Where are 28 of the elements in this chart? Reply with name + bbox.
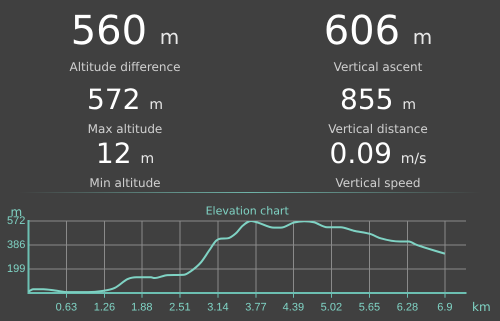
x-tick-label: 1.26 bbox=[94, 301, 116, 314]
text: 12 m bbox=[96, 137, 154, 170]
text: Altitude difference bbox=[68, 60, 182, 75]
line-series bbox=[28, 221, 446, 293]
chart-title: Elevation chart bbox=[206, 204, 290, 218]
x-tick-label: 3.14 bbox=[207, 301, 229, 314]
x-tick-label: 5.02 bbox=[320, 301, 342, 314]
y-tick-label: 386 bbox=[6, 238, 26, 251]
text: Min altitude bbox=[88, 176, 162, 191]
x-axis-title: km bbox=[472, 300, 491, 314]
x-tick-label: 6.28 bbox=[396, 301, 418, 314]
text: Vertical speed bbox=[334, 176, 422, 191]
x-tick-label: 0.63 bbox=[56, 301, 78, 314]
text: Max altitude bbox=[86, 122, 164, 137]
x-tick-label: 5.65 bbox=[358, 301, 380, 314]
text: 572 m bbox=[87, 83, 163, 116]
text: 855 m bbox=[340, 83, 416, 116]
x-tick-label: 3.77 bbox=[245, 301, 267, 314]
text: Vertical ascent bbox=[332, 60, 424, 75]
y-tick-label: 199 bbox=[6, 262, 26, 275]
text: 560 m bbox=[70, 8, 180, 54]
text: 606 m bbox=[324, 8, 432, 54]
text: 0.09 m/s bbox=[330, 137, 426, 170]
text: Vertical distance bbox=[327, 122, 429, 137]
x-tick-label: 1.88 bbox=[131, 301, 153, 314]
x-tick-label: 4.39 bbox=[282, 301, 304, 314]
x-tick-label: 6.9 bbox=[437, 301, 453, 314]
x-tick-label: 2.51 bbox=[169, 301, 191, 314]
